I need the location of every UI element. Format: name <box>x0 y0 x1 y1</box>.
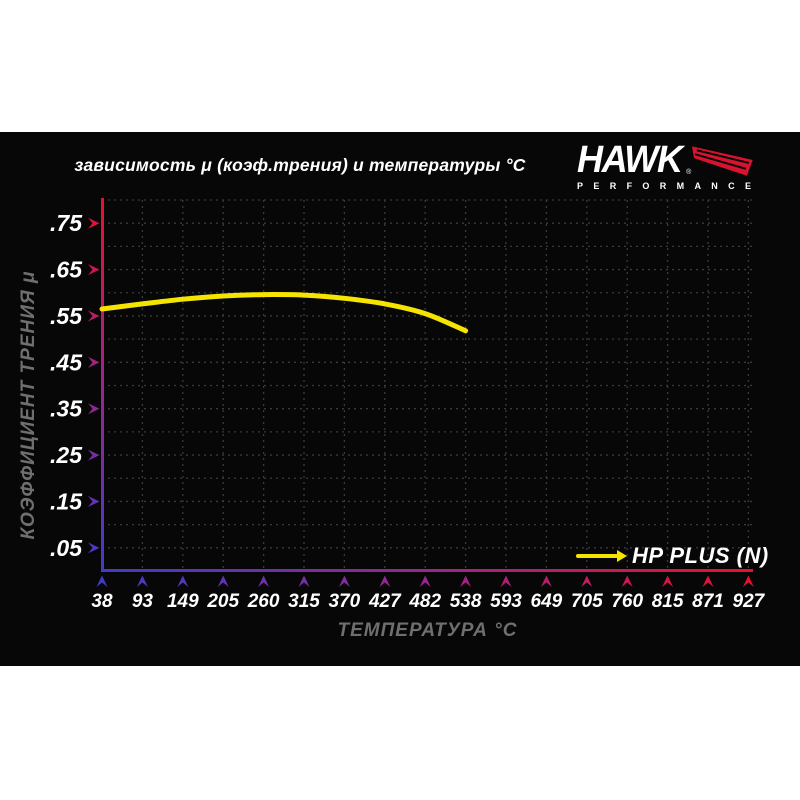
logo-performance-letter: E <box>744 181 751 191</box>
x-axis-title: ТЕМПЕРАТУРА °C <box>337 620 518 641</box>
logo-performance-letter: R <box>609 181 617 191</box>
legend-arrow-head-icon <box>617 550 627 562</box>
logo-performance-letter: M <box>676 181 685 191</box>
legend-label: HP PLUS (N) <box>632 543 769 568</box>
logo-performance-letter: F <box>626 181 633 191</box>
logo-performance-letter: C <box>728 181 735 191</box>
legend-line-sample <box>576 550 627 562</box>
logo-registered-mark: ® <box>686 169 692 176</box>
legend: HP PLUS (N) <box>576 543 769 569</box>
chart-title: зависимость μ (коэф.трения) и температур… <box>74 155 526 175</box>
logo-brand-text: HAWK <box>577 139 683 181</box>
chart-panel <box>0 132 800 666</box>
logo-row: HAWK ® <box>577 139 753 181</box>
logo-performance-letter: N <box>711 181 718 191</box>
logo-performance-letter: R <box>659 181 667 191</box>
logo-performance-letter: E <box>593 181 600 191</box>
logo-performance-letter: O <box>642 181 650 191</box>
y-axis-title: КОЭФФИЦИЕНТ ТРЕНИЯ μ <box>18 270 39 540</box>
hawk-wing-icon <box>692 146 753 176</box>
logo-performance-letter: P <box>577 181 584 191</box>
logo-performance-letter: A <box>694 181 701 191</box>
